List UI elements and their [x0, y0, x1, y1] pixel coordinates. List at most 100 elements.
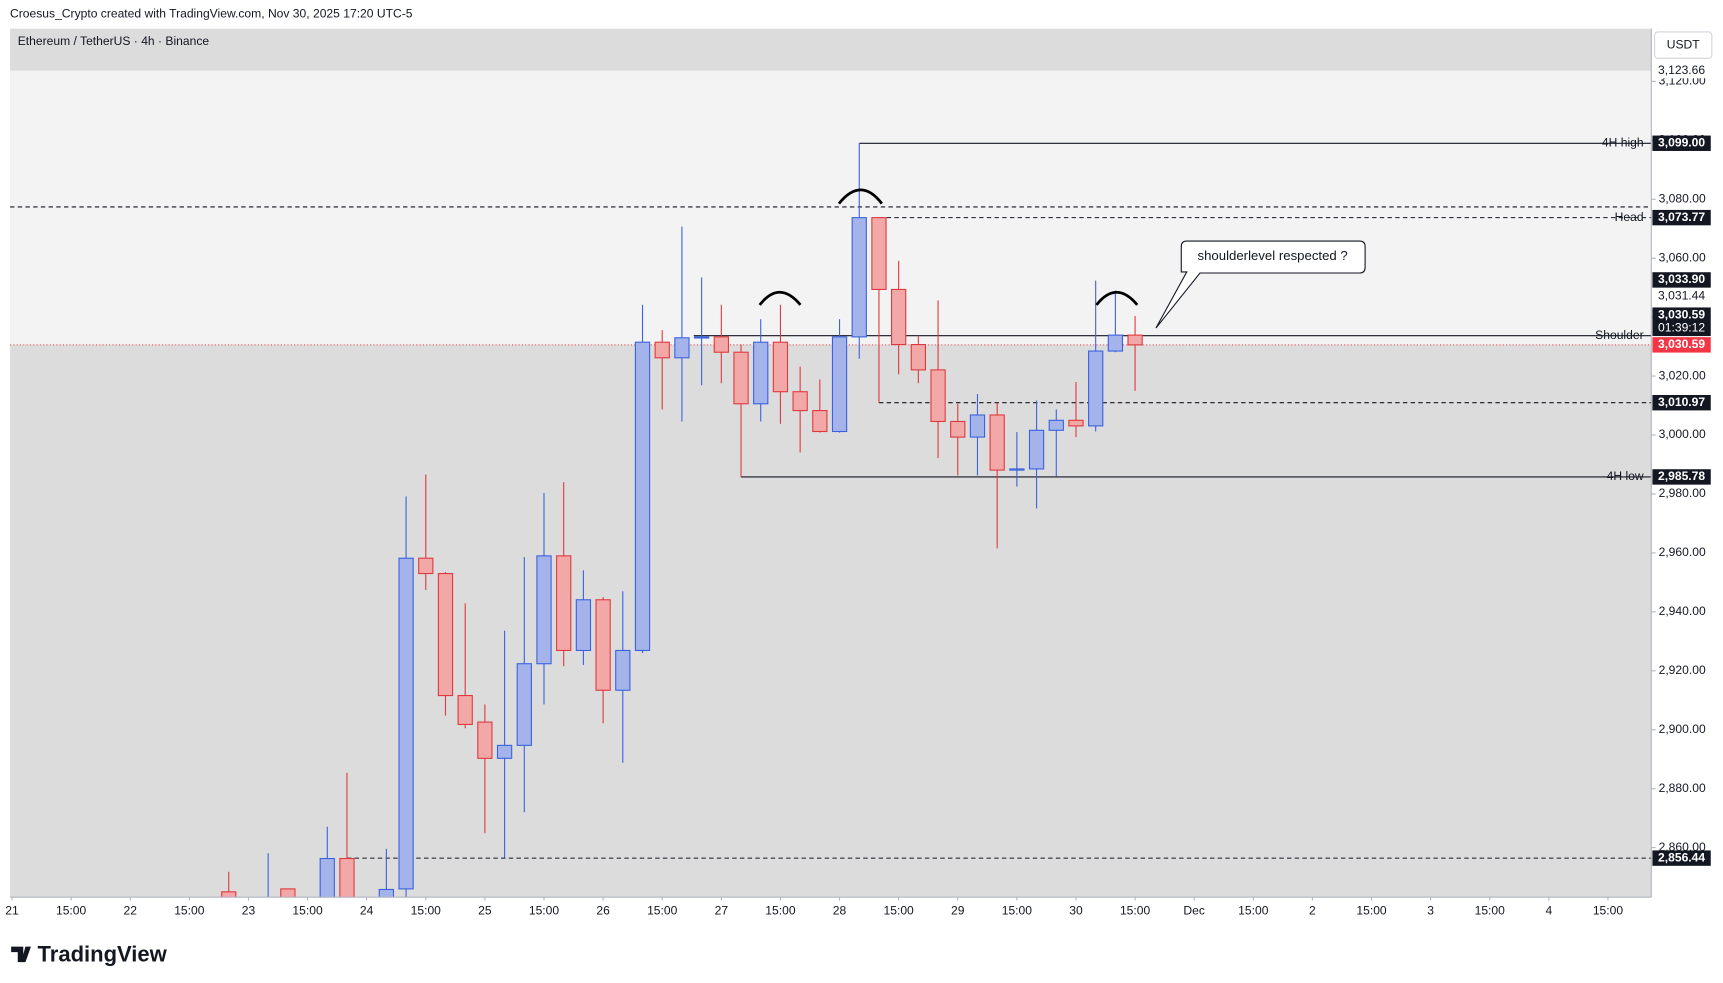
level-tag-label: 3,010.97: [1658, 395, 1705, 409]
shoulder-arc: [758, 290, 802, 306]
axis-group: 3,120.003,100.003,080.003,060.003,040.00…: [5, 62, 1711, 918]
x-tick-label: 29: [951, 904, 965, 918]
candle-body: [536, 555, 552, 665]
last-price-tag-label: 3,030.59: [1658, 337, 1705, 351]
stack-tag: [1652, 307, 1711, 337]
level-tag: [1652, 394, 1711, 411]
stack-tag-label: 3,033.90: [1658, 272, 1705, 286]
currency-button[interactable]: [1654, 31, 1713, 59]
x-tick-label: 15:00: [1593, 904, 1624, 918]
candle-body: [930, 369, 946, 423]
y-tick-label: 2,960.00: [1659, 545, 1706, 559]
level-tag-label: 2,985.78: [1658, 469, 1705, 483]
candle-body: [871, 217, 887, 290]
x-tick-label: 4: [1545, 904, 1552, 918]
y-tick-label: 2,940.00: [1659, 604, 1706, 618]
symbol: Ethereum / TetherUS · 4h · Binance: [18, 34, 210, 48]
candle-body: [910, 344, 927, 371]
y-tick-label: 2,920.00: [1659, 663, 1706, 677]
candle-body: [595, 599, 611, 691]
candle-body: [280, 888, 296, 898]
level-tag: [1652, 469, 1711, 485]
y-tick-label: 3,000.00: [1659, 427, 1706, 441]
zone-tag-label: 3,123.66: [1658, 63, 1705, 77]
candle-body: [556, 555, 572, 652]
candle-body: [477, 721, 493, 759]
candle-body: [831, 336, 848, 433]
x-tick-label: 15:00: [1475, 904, 1506, 918]
currency[interactable]: USDT: [1667, 37, 1701, 51]
x-tick-label: 2: [1309, 904, 1316, 918]
x-tick-label: 22: [124, 904, 138, 918]
candle-body: [457, 695, 473, 725]
candle-body: [1028, 429, 1045, 470]
stack-tag-label: 3,031.44: [1658, 289, 1705, 303]
logo-mark: [11, 946, 31, 963]
candle-body: [575, 599, 592, 652]
candle-body: [615, 649, 631, 691]
level-tag: [1652, 850, 1711, 866]
candle-body: [851, 217, 867, 338]
x-tick-label: 26: [596, 904, 610, 918]
level-name: 4H low: [1607, 469, 1644, 483]
candle-body: [989, 414, 1005, 471]
x-tick-label: 15:00: [765, 904, 796, 918]
x-tick-label: 15:00: [1356, 904, 1387, 918]
level-name: 4H high: [1602, 135, 1644, 149]
y-tick-label: 3,020.00: [1659, 368, 1706, 382]
candle-body: [950, 420, 966, 438]
y-tick-label: 2,860.00: [1659, 840, 1706, 854]
candle-body: [221, 891, 237, 898]
x-tick-label: 15:00: [1120, 904, 1151, 918]
x-tick-label: 23: [242, 904, 256, 918]
candle-body: [753, 341, 769, 405]
callout-box: [1155, 240, 1366, 329]
candle-body: [319, 857, 335, 898]
candle-body: [1107, 334, 1124, 352]
candle-body: [733, 351, 749, 405]
x-tick-label: 15:00: [56, 904, 87, 918]
candle-body: [1088, 350, 1104, 427]
x-tick-label: 15:00: [647, 904, 678, 918]
x-tick-label: 27: [715, 904, 729, 918]
candle-body: [1048, 419, 1064, 431]
x-tick-label: 15:00: [1238, 904, 1269, 918]
y-tick-label: 2,880.00: [1659, 781, 1706, 795]
stack-tag-label: 3,030.59: [1658, 307, 1705, 321]
candle-body: [1009, 468, 1025, 471]
x-tick-label: 15:00: [174, 904, 205, 918]
candle-body: [634, 341, 651, 652]
level-name: Head: [1615, 210, 1644, 224]
x-tick-label: 3: [1427, 904, 1434, 918]
zone-tag: [1652, 62, 1711, 79]
candle-body: [674, 337, 690, 359]
y-tick-label: 2,900.00: [1659, 722, 1706, 736]
time-axis: [10, 897, 1652, 926]
header: Croesus_Crypto created with TradingView.…: [10, 7, 413, 21]
level-name: Shoulder: [1595, 328, 1643, 342]
logo: [11, 946, 31, 963]
x-tick-label: 28: [833, 904, 847, 918]
shoulder-arc: [1095, 290, 1139, 306]
candles-group: [221, 143, 1143, 898]
candle-body: [437, 572, 454, 697]
candle-body: [812, 410, 828, 433]
level-tag: [1652, 135, 1711, 151]
x-tick-label: 15:00: [1002, 904, 1033, 918]
price-axis: [1651, 28, 1723, 898]
candle-body: [418, 557, 434, 575]
candle-body: [1068, 419, 1084, 427]
brand: TradingView: [38, 941, 168, 966]
candle-body: [891, 288, 907, 346]
candle-body: [398, 557, 414, 890]
level-tag-label: 3,073.77: [1658, 210, 1705, 224]
x-tick-label: 15:00: [411, 904, 442, 918]
x-tick-label: 15:00: [292, 904, 323, 918]
zone-group: [10, 70, 1652, 345]
y-tick-label: 2,980.00: [1659, 486, 1706, 500]
candle-body: [969, 414, 986, 438]
x-tick-label: Dec: [1183, 904, 1205, 918]
candle-body: [654, 341, 670, 359]
